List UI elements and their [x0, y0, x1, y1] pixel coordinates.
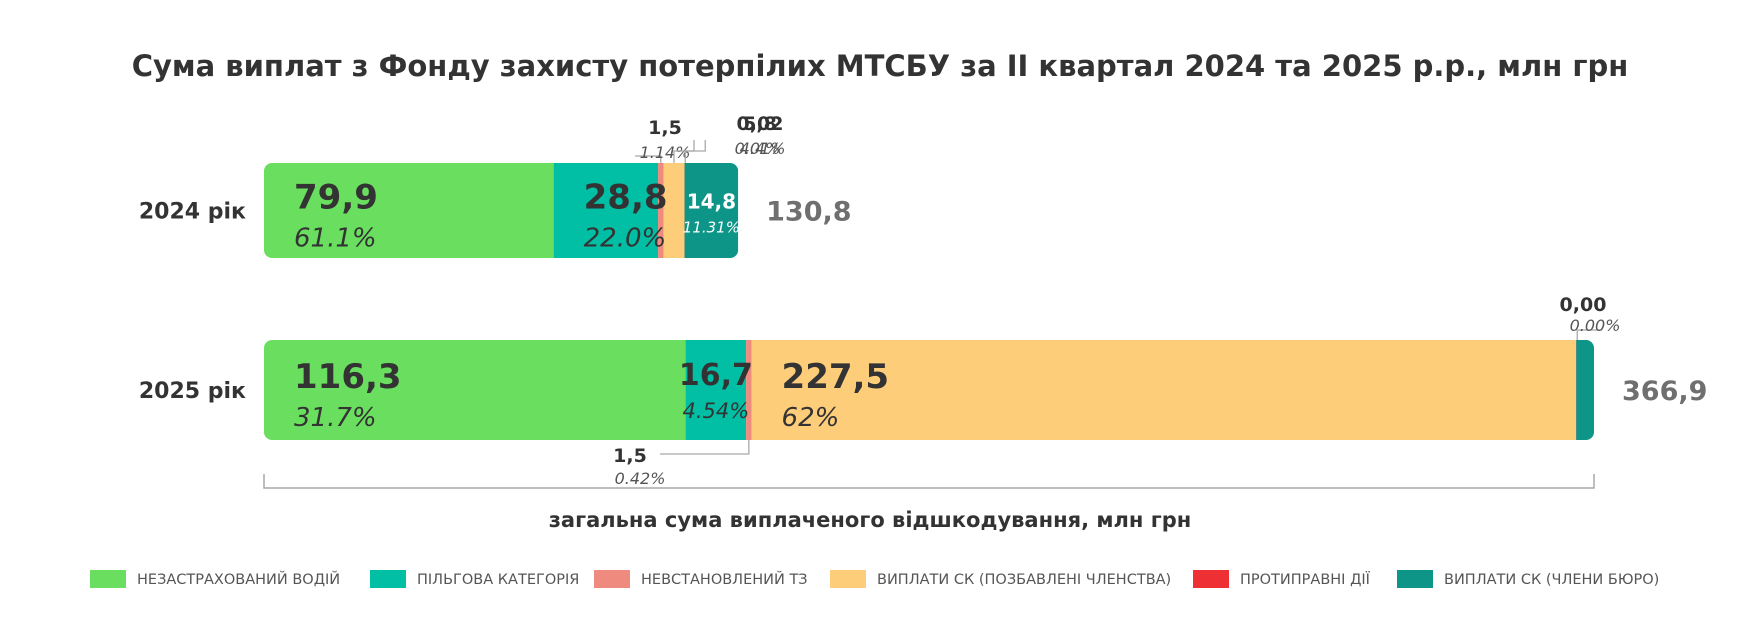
legend-swatch — [1397, 570, 1433, 588]
bar-row — [264, 340, 1594, 440]
callout-leader — [635, 155, 662, 163]
callout-leader — [684, 140, 706, 163]
callout-pct-label: 0.00% — [1570, 316, 1621, 335]
axis-caption: загальна сума виплаченого відшкодування,… — [549, 508, 1192, 532]
legend-swatch — [1193, 570, 1229, 588]
callout-pct-label: 0.01% — [735, 139, 786, 158]
chart-title: Сума виплат з Фонду захисту потерпілих М… — [132, 49, 1629, 83]
callout-leader — [1576, 329, 1603, 340]
bar-segment — [264, 340, 686, 440]
bar-segment — [685, 340, 747, 440]
legend-swatch — [594, 570, 630, 588]
callout-pct-label: 4.4% — [740, 139, 781, 158]
legend-label: ВИПЛАТИ СК (ПОЗБАВЛЕНІ ЧЛЕНСТВА) — [877, 572, 1171, 588]
bar-value-label: 14,8 — [687, 190, 736, 214]
bars: 2024 рік 79,9 61.1% 28,8 22.0% 1,5 1.14% 5,8 4.4… — [139, 113, 1708, 488]
legend: НЕЗАСТРАХОВАНИЙ ВОДІЙ ПІЛЬГОВА КАТЕГОРІЯ Н… — [90, 570, 1659, 588]
legend-label: ПІЛЬГОВА КАТЕГОРІЯ — [417, 572, 579, 588]
callout-value-label: 0,00 — [1560, 294, 1607, 316]
legend-label: НЕВСТАНОВЛЕНИЙ ТЗ — [641, 570, 808, 588]
bar-segment — [663, 163, 685, 258]
callout-value-label: 0,02 — [737, 113, 784, 135]
bar-value-label: 16,7 — [679, 358, 753, 393]
legend-swatch — [830, 570, 866, 588]
bar-row — [264, 163, 739, 258]
bar-segment — [684, 163, 739, 258]
callout-leader — [660, 440, 750, 455]
bar-value-label: 28,8 — [584, 178, 668, 218]
row-label: 2024 рік — [139, 200, 246, 225]
legend-label: ВИПЛАТИ СК (ЧЛЕНИ БЮРО) — [1444, 572, 1659, 588]
bar-total-label: 366,9 — [1622, 376, 1707, 407]
bar-segment — [553, 163, 659, 258]
bar-pct-label: 22.0% — [584, 224, 667, 254]
legend-label: НЕЗАСТРАХОВАНИЙ ВОДІЙ — [137, 570, 340, 588]
callout-value-label: 5,8 — [743, 113, 777, 135]
bar-pct-label: 61.1% — [294, 224, 377, 254]
callout-pct-label: 1.14% — [640, 143, 691, 162]
callout-value-label: 1,5 — [613, 445, 647, 467]
bar-segment — [264, 163, 554, 258]
row-label: 2025 рік — [139, 379, 246, 404]
legend-swatch — [370, 570, 406, 588]
legend-swatch — [90, 570, 126, 588]
bar-segment — [751, 340, 1577, 440]
callout-leader — [673, 140, 695, 163]
bar-value-label: 227,5 — [782, 357, 890, 397]
bar-value-label: 116,3 — [294, 357, 402, 397]
bar-value-label: 79,9 — [294, 178, 378, 218]
bar-pct-label: 62% — [782, 403, 840, 433]
callout-pct-label: 0.42% — [615, 469, 666, 488]
bar-pct-label: 31.7% — [294, 403, 377, 433]
legend-label: ПРОТИПРАВНІ ДІЇ — [1240, 570, 1371, 588]
bar-pct-label: 11.31% — [683, 219, 740, 237]
bar-segment — [1576, 340, 1594, 440]
bar-pct-label: 4.54% — [682, 399, 749, 423]
callout-value-label: 1,5 — [648, 117, 682, 139]
axis-bracket — [263, 474, 1595, 489]
bar-segment — [746, 340, 752, 440]
bar-total-label: 130,8 — [766, 197, 851, 228]
bar-segment — [658, 163, 664, 258]
